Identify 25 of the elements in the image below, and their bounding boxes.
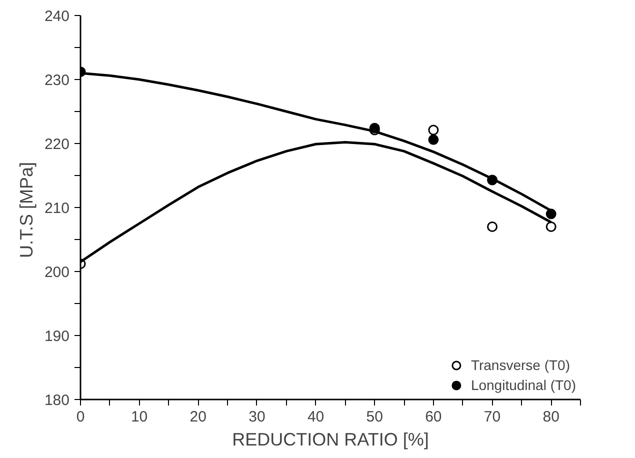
x-tick-label: 10 bbox=[130, 408, 148, 426]
y-tick-label: 200 bbox=[44, 264, 70, 281]
x-tick-label: 70 bbox=[484, 408, 501, 426]
x-tick-label: 30 bbox=[248, 408, 266, 426]
y-tick-label: 240 bbox=[44, 8, 70, 25]
y-tick-label: 210 bbox=[44, 200, 70, 217]
legend-label: Transverse (T0) bbox=[470, 357, 570, 373]
x-tick-label: 0 bbox=[76, 408, 85, 426]
x-tick-label: 20 bbox=[190, 408, 206, 426]
x-tick-label: 60 bbox=[425, 408, 442, 426]
x-tick-label: 80 bbox=[542, 408, 560, 426]
y-tick-label: 230 bbox=[44, 72, 70, 89]
x-tick-label: 50 bbox=[366, 408, 383, 426]
x-axis-title: REDUCTION RATIO [%] bbox=[232, 430, 429, 450]
y-tick-label: 220 bbox=[44, 136, 70, 153]
point bbox=[546, 208, 556, 220]
point bbox=[546, 221, 556, 232]
y-tick-label: 180 bbox=[44, 392, 70, 409]
y-axis-title: U.T.S [MPa] bbox=[16, 162, 36, 258]
legend-label: Longitudinal (T0) bbox=[470, 377, 576, 393]
point bbox=[487, 221, 498, 232]
y-tick-label: 190 bbox=[44, 328, 70, 345]
point bbox=[428, 124, 439, 136]
x-tick-label: 40 bbox=[307, 408, 324, 426]
point bbox=[428, 134, 439, 145]
